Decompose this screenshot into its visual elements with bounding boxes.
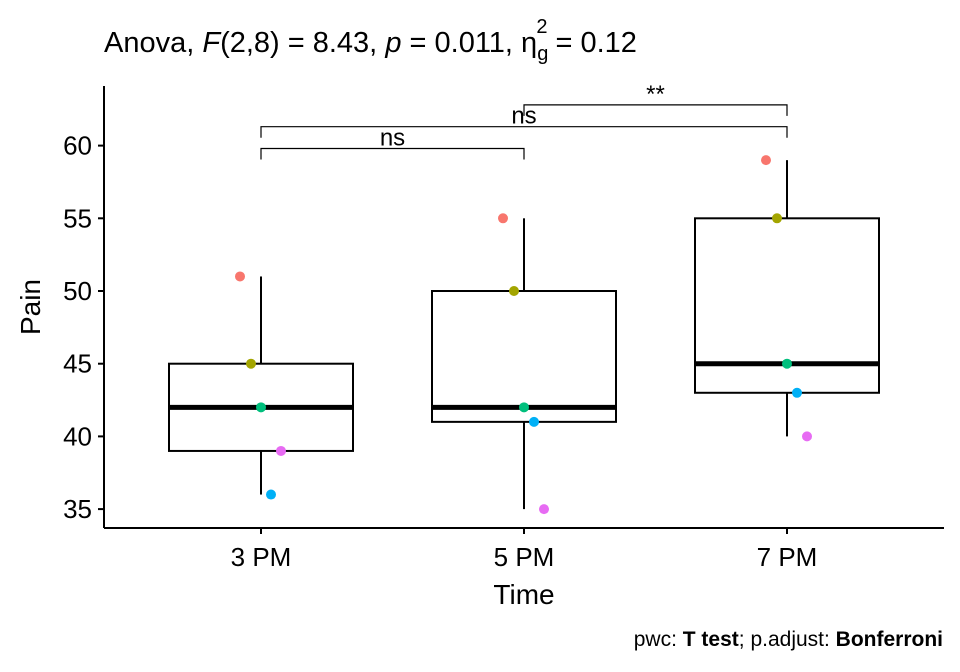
data-point xyxy=(276,445,286,456)
data-point xyxy=(235,271,245,282)
title-eta-sub: g xyxy=(537,43,548,65)
title-eta-sup: 2 xyxy=(536,16,547,38)
y-tick-label: 40 xyxy=(63,421,92,451)
y-tick-label: 50 xyxy=(63,276,92,306)
title-eta-value: = 0.12 xyxy=(547,27,637,59)
data-point xyxy=(266,489,276,500)
title-eta-symbol: η xyxy=(521,27,537,59)
y-axis-title: Pain xyxy=(15,279,46,335)
data-point xyxy=(802,431,812,442)
y-tick-label: 55 xyxy=(63,203,92,233)
caption-pwc-label: pwc: xyxy=(634,628,683,651)
title-p-value: = 0.011, xyxy=(401,27,521,59)
data-point xyxy=(539,504,549,515)
data-point xyxy=(509,286,519,297)
comparison-bracket xyxy=(260,147,525,160)
data-point xyxy=(519,402,529,413)
box-iqr xyxy=(694,217,880,394)
data-point xyxy=(792,387,802,398)
data-point xyxy=(256,402,266,413)
comparison-label: ** xyxy=(646,81,665,108)
chart-title: Anova, F(2,8) = 8.43, p = 0.011, ηg 2 = 0… xyxy=(104,16,637,65)
data-point xyxy=(498,213,508,224)
x-tick-label: 5 PM xyxy=(494,542,555,572)
data-point xyxy=(772,213,782,224)
title-prefix: Anova, xyxy=(104,27,202,59)
comparison-bracket xyxy=(523,104,788,116)
title-p-symbol: p xyxy=(384,27,401,59)
caption-adjust-value: Bonferroni xyxy=(836,628,943,651)
x-axis-title: Time xyxy=(493,579,554,610)
title-f-symbol: F xyxy=(202,27,222,59)
data-point xyxy=(246,358,256,369)
data-point xyxy=(761,155,771,166)
x-tick-label: 3 PM xyxy=(231,542,292,572)
title-f-args: (2,8) = 8.43, xyxy=(220,27,385,59)
caption-sep: ; p.adjust: xyxy=(739,628,836,651)
caption: pwc: T test; p.adjust: Bonferroni xyxy=(634,628,943,651)
y-tick-label: 45 xyxy=(63,349,92,379)
x-tick-label: 7 PM xyxy=(757,542,818,572)
caption-pwc-value: T test xyxy=(683,628,739,651)
data-point xyxy=(782,358,792,369)
box-iqr xyxy=(431,290,617,423)
y-tick-label: 35 xyxy=(63,494,92,524)
axis-ticks: 35 40 45 50 55 60 3 PM 5 PM 7 PM xyxy=(63,131,817,572)
comparison-label: ns xyxy=(380,125,405,152)
data-point xyxy=(529,416,539,427)
y-tick-label: 60 xyxy=(63,131,92,161)
comparison-bracket xyxy=(260,126,788,138)
